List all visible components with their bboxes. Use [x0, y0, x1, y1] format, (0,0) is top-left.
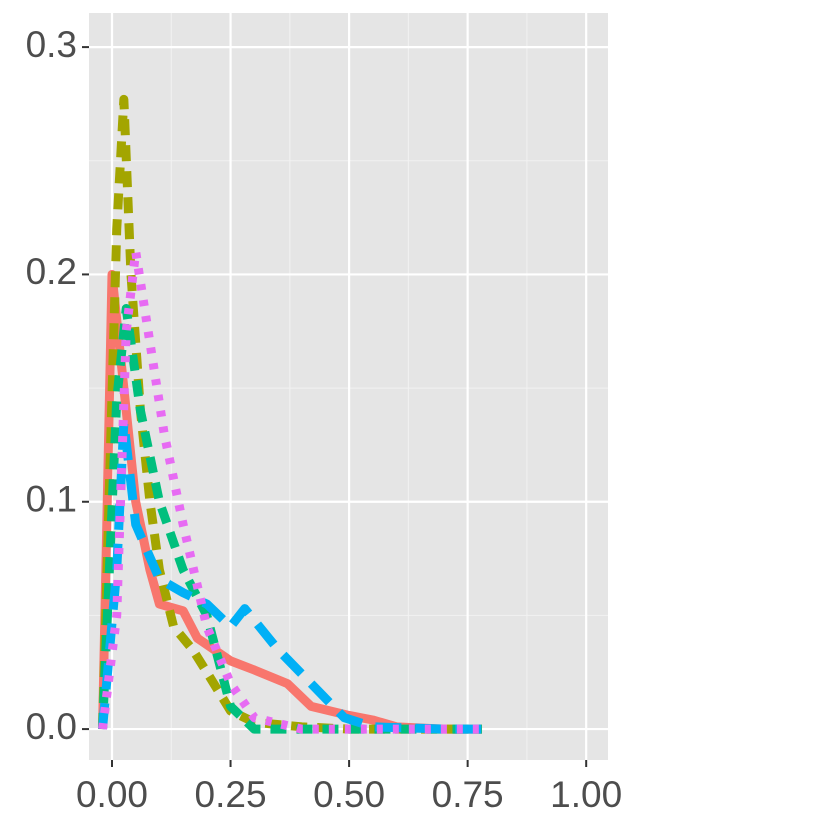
x-tick-label: 0.75 — [432, 774, 504, 815]
y-tick-label: 0.3 — [26, 24, 77, 65]
y-tick-label: 0.2 — [26, 251, 77, 292]
x-tick-label: 0.50 — [313, 774, 385, 815]
y-tick-label: 0.1 — [26, 479, 77, 520]
x-tick-label: 1.00 — [550, 774, 622, 815]
x-tick-label: 0.00 — [76, 774, 148, 815]
y-tick-label: 0.0 — [26, 706, 77, 747]
line — [98, 94, 482, 734]
line — [98, 417, 482, 734]
x-tick-label: 0.25 — [195, 774, 267, 815]
line — [98, 247, 482, 734]
